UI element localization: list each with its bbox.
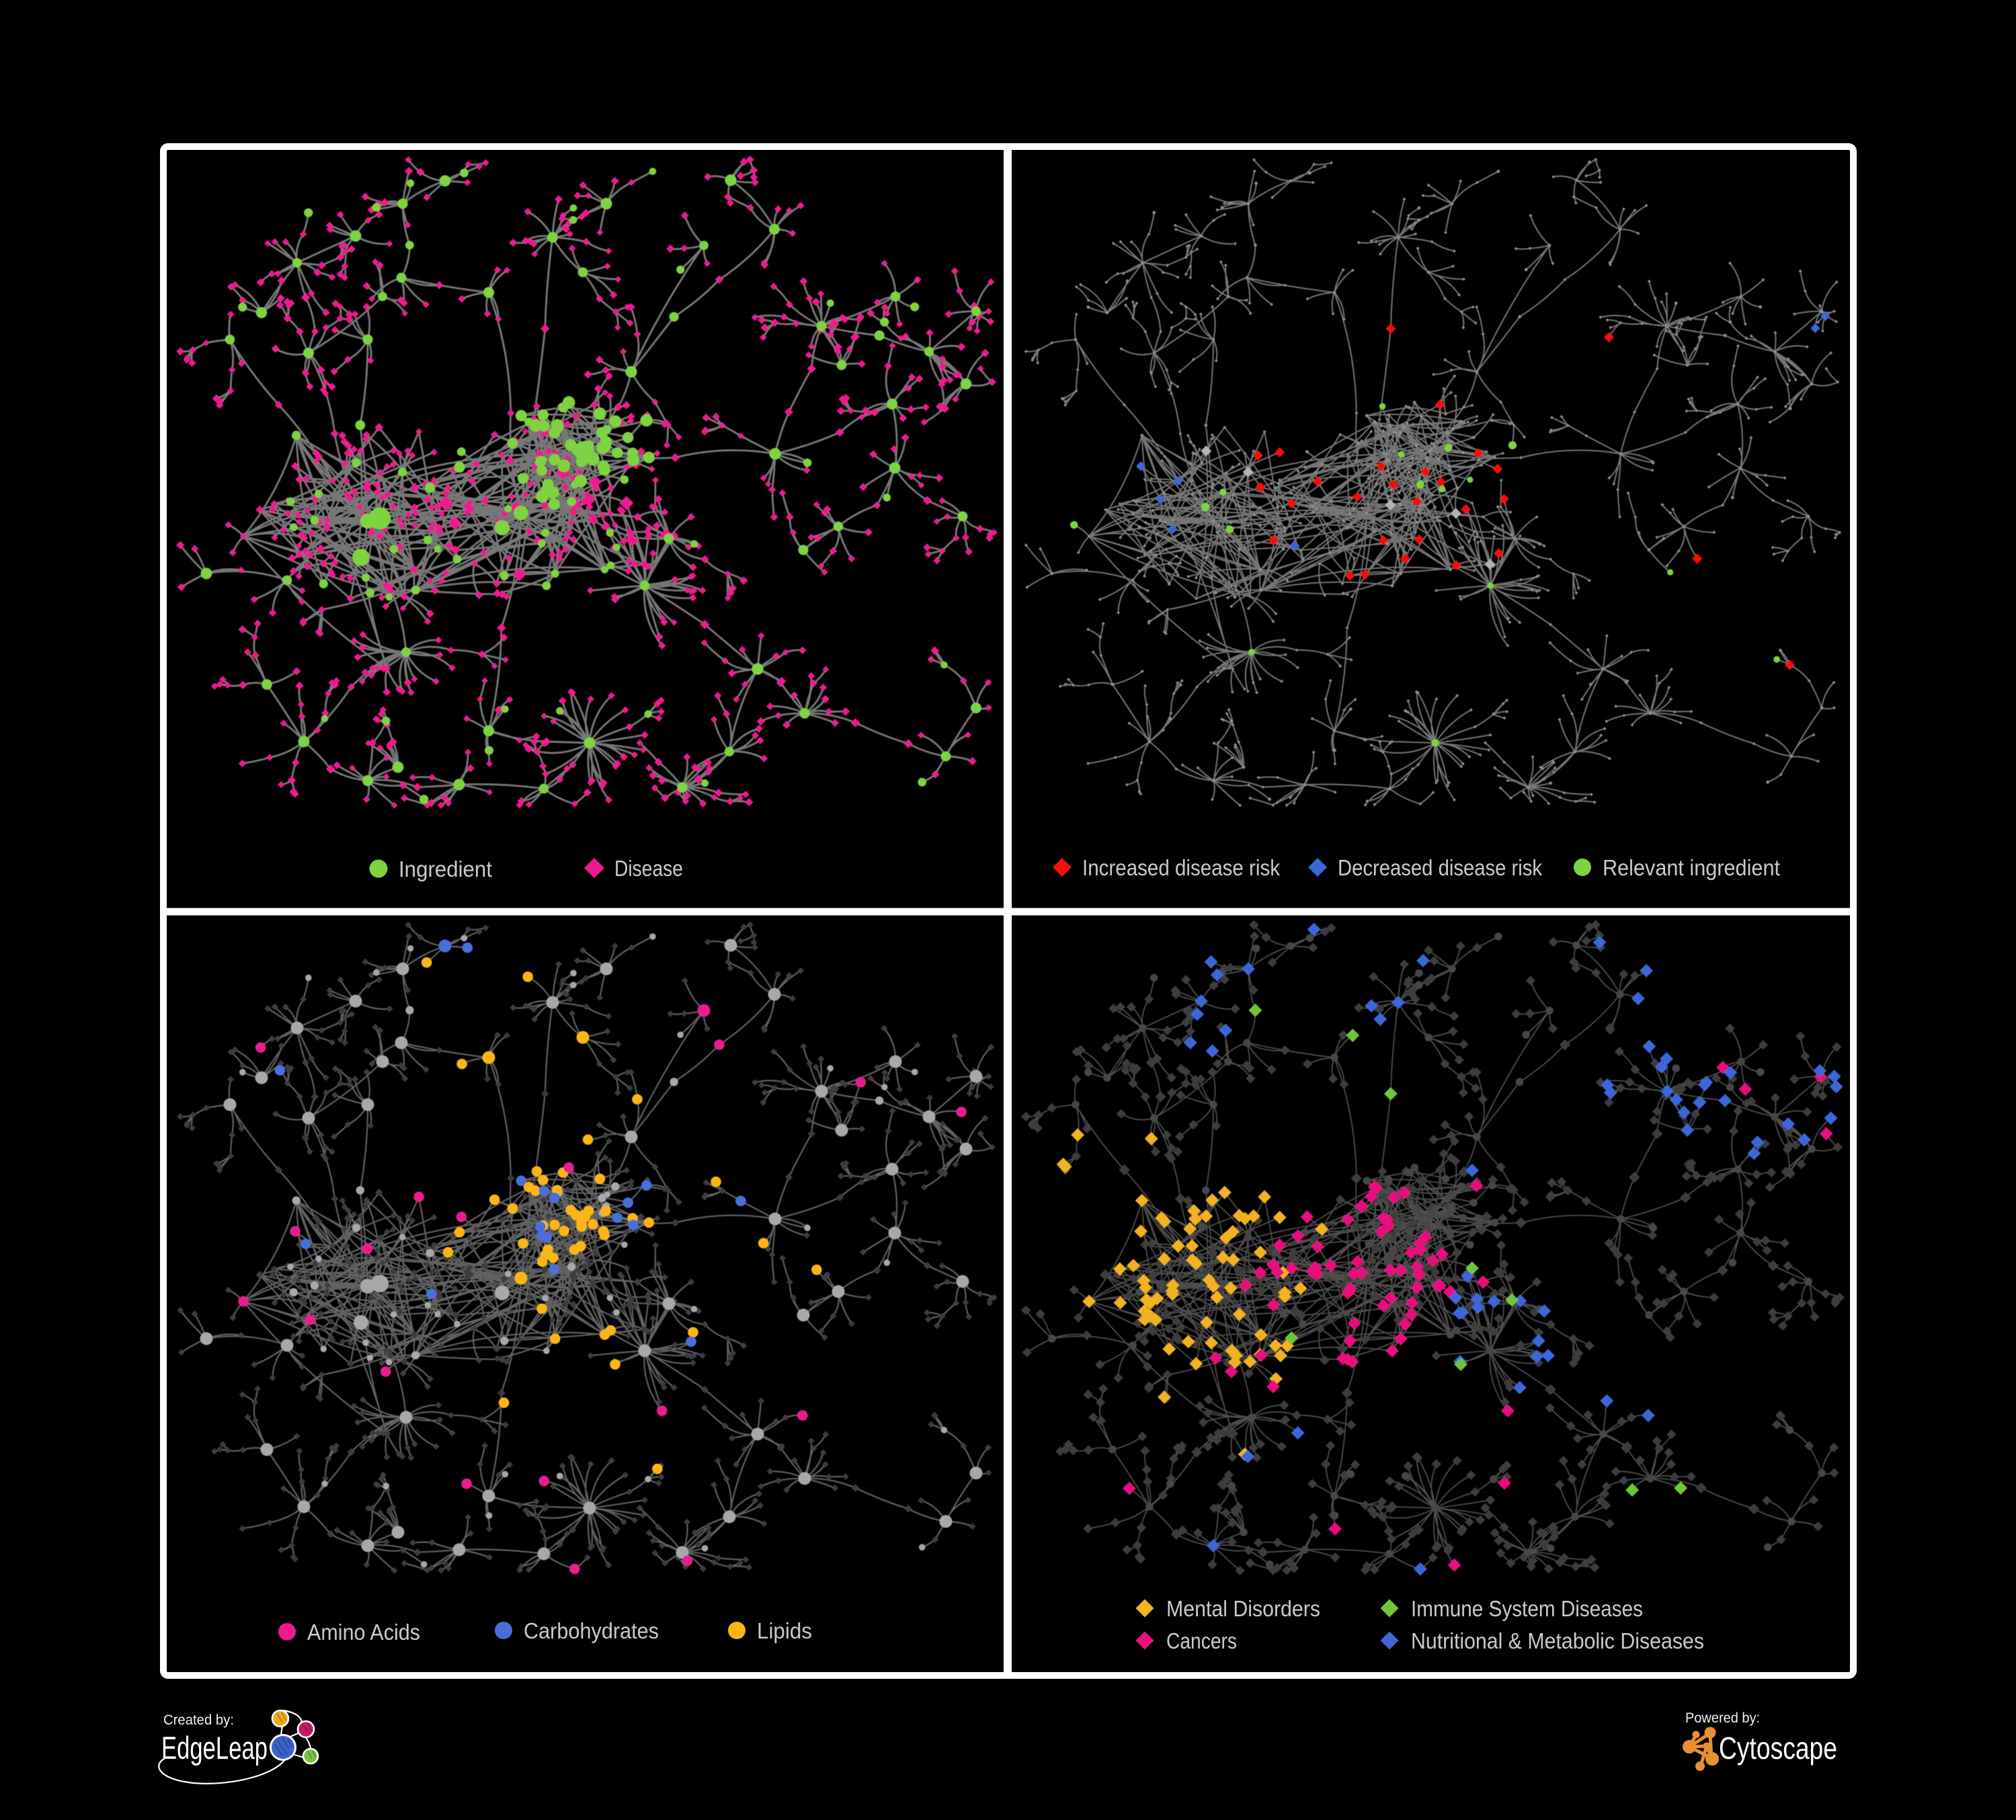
svg-text:Powered by:: Powered by: <box>1685 1710 1760 1726</box>
svg-text:Carbohydrates: Carbohydrates <box>524 1618 659 1643</box>
svg-text:Increased disease risk: Increased disease risk <box>1082 855 1280 880</box>
svg-text:Cytoscape: Cytoscape <box>1719 1731 1837 1766</box>
svg-text:Decreased disease risk: Decreased disease risk <box>1338 855 1542 880</box>
svg-text:Created by:: Created by: <box>163 1712 234 1728</box>
svg-text:Lipids: Lipids <box>757 1618 812 1643</box>
svg-text:Cancers: Cancers <box>1166 1628 1237 1653</box>
svg-text:Disease: Disease <box>614 856 683 881</box>
svg-text:Amino Acids: Amino Acids <box>307 1620 420 1645</box>
svg-text:Immune System Diseases: Immune System Diseases <box>1411 1596 1643 1621</box>
svg-text:Ingredient: Ingredient <box>399 857 492 881</box>
svg-text:EdgeLeap: EdgeLeap <box>161 1730 268 1766</box>
svg-text:Nutritional & Metabolic Diseas: Nutritional & Metabolic Diseases <box>1411 1628 1704 1653</box>
svg-text:Relevant ingredient: Relevant ingredient <box>1603 855 1780 880</box>
svg-text:Mental Disorders: Mental Disorders <box>1166 1596 1320 1621</box>
